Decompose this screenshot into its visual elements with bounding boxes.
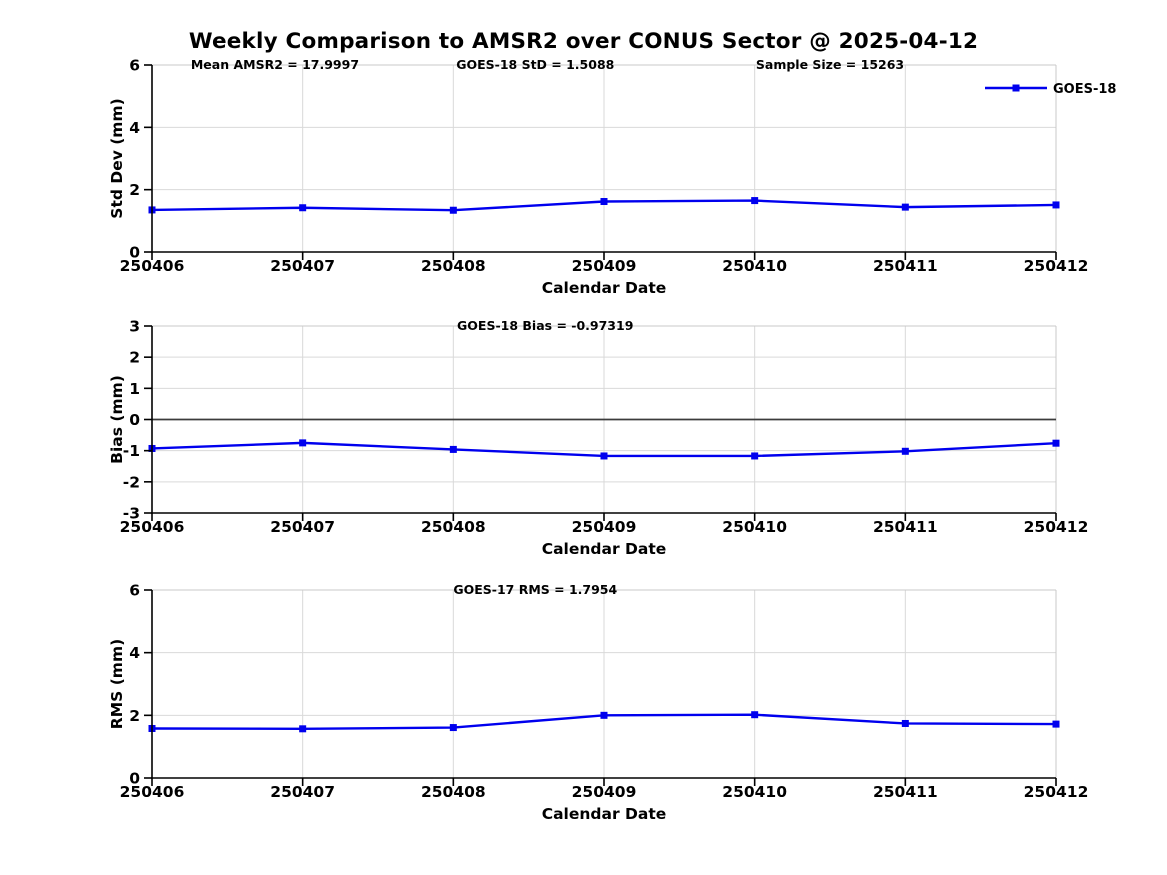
x-tick-label: 250411 <box>873 783 938 801</box>
subplot-bias-mm: 250406 250407 250408 250409 250410 250411 2504… <box>108 318 1088 559</box>
data-point-marker <box>600 711 608 719</box>
x-tick-label: 250409 <box>572 518 637 536</box>
data-point-marker <box>751 452 759 460</box>
axis-label-x: Calendar Date <box>542 540 667 558</box>
x-tick-label: 250407 <box>270 518 335 536</box>
annotation: GOES-17 RMS = 1.7954 <box>453 582 617 597</box>
data-point-marker <box>1052 439 1060 447</box>
x-tick-label: 250410 <box>722 783 787 801</box>
x-tick-label: 250412 <box>1024 518 1089 536</box>
axis-label-y: Std Dev (mm) <box>108 98 126 218</box>
y-tick-label: -2 <box>123 473 140 491</box>
data-point-marker <box>901 719 909 727</box>
data-point-marker <box>751 711 759 719</box>
y-tick-label: 2 <box>129 707 140 725</box>
y-tick-label: 6 <box>129 57 140 75</box>
x-tick-label: 250412 <box>1024 783 1089 801</box>
axis-label-x: Calendar Date <box>542 279 667 297</box>
x-tick-label: 250411 <box>873 257 938 275</box>
x-tick-label: 250409 <box>572 783 637 801</box>
annotation: GOES-18 StD = 1.5088 <box>456 57 614 72</box>
y-tick-label: 1 <box>129 380 140 398</box>
data-point-marker <box>299 204 307 212</box>
data-point-marker <box>299 439 307 447</box>
y-tick-label: 6 <box>129 582 140 600</box>
x-tick-label: 250408 <box>421 257 486 275</box>
x-tick-label: 250406 <box>120 257 185 275</box>
data-point-marker <box>1052 201 1060 209</box>
data-point-marker <box>901 447 909 455</box>
x-tick-label: 250409 <box>572 257 637 275</box>
y-tick-label: -1 <box>123 442 140 460</box>
annotation: Sample Size = 15263 <box>756 57 904 72</box>
data-point-marker <box>299 725 307 733</box>
axis-label-y: Bias (mm) <box>108 375 126 464</box>
legend: GOES-18 <box>985 82 1116 97</box>
x-tick-label: 250406 <box>120 783 185 801</box>
y-tick-label: 0 <box>129 244 140 262</box>
annotation: Mean AMSR2 = 17.9997 <box>191 57 359 72</box>
y-tick-label: 3 <box>129 318 140 336</box>
y-tick-label: 0 <box>129 770 140 788</box>
data-point-marker <box>901 203 909 211</box>
y-tick-label: 0 <box>129 411 140 429</box>
data-point-marker <box>449 445 457 453</box>
annotation: GOES-18 Bias = -0.97319 <box>457 318 633 333</box>
y-tick-label: 2 <box>129 349 140 367</box>
data-point-marker <box>600 198 608 206</box>
y-tick-label: -3 <box>123 505 140 523</box>
data-point-marker <box>449 724 457 732</box>
axis-label-x: Calendar Date <box>542 805 667 823</box>
figure-title: Weekly Comparison to AMSR2 over CONUS Se… <box>188 29 979 54</box>
x-tick-label: 250406 <box>120 518 185 536</box>
subplot-std-dev-mm: 250406 250407 250408 250409 250410 250411 2504… <box>108 57 1116 298</box>
y-tick-label: 4 <box>129 644 140 662</box>
x-tick-label: 250407 <box>270 257 335 275</box>
x-tick-label: 250410 <box>722 257 787 275</box>
data-point-marker <box>600 452 608 460</box>
x-tick-label: 250412 <box>1024 257 1089 275</box>
y-tick-label: 2 <box>129 181 140 199</box>
data-point-marker <box>449 206 457 214</box>
x-tick-label: 250408 <box>421 783 486 801</box>
axis-label-y: RMS (mm) <box>108 639 126 729</box>
x-tick-label: 250410 <box>722 518 787 536</box>
x-tick-label: 250407 <box>270 783 335 801</box>
data-point-marker <box>1052 720 1060 728</box>
x-tick-label: 250411 <box>873 518 938 536</box>
legend-marker <box>1012 84 1020 92</box>
legend-label: GOES-18 <box>1053 82 1116 97</box>
subplot-rms-mm: 250406 250407 250408 250409 250410 250411 2504… <box>108 582 1088 824</box>
x-tick-label: 250408 <box>421 518 486 536</box>
data-point-marker <box>751 197 759 205</box>
y-tick-label: 4 <box>129 119 140 137</box>
